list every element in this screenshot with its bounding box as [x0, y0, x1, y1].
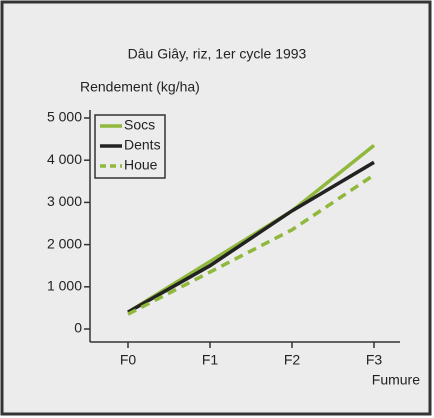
y-tick-label: 2 000 — [47, 235, 82, 251]
series-line — [127, 160, 375, 314]
x-tick-label: F0 — [120, 352, 137, 368]
x-tick-label: F2 — [284, 352, 301, 368]
y-axis-label: Rendement (kg/ha) — [80, 79, 200, 95]
y-tick-label: 1 000 — [47, 278, 82, 294]
x-tick-label: F3 — [366, 352, 383, 368]
y-tick-label: 3 000 — [47, 193, 82, 209]
y-tick-label: 4 000 — [47, 151, 82, 167]
series-line — [127, 144, 376, 314]
series-line — [127, 173, 375, 316]
legend-label: Socs — [124, 117, 155, 133]
x-tick-label: F1 — [202, 352, 219, 368]
x-axis-label: Fumure — [372, 372, 420, 388]
y-tick-label: 5 000 — [47, 109, 82, 125]
legend-label: Dents — [124, 137, 161, 153]
legend-label: Houe — [124, 157, 158, 173]
y-tick-label: 0 — [74, 320, 82, 336]
chart-title: Dâu Giây, riz, 1er cycle 1993 — [128, 46, 307, 62]
